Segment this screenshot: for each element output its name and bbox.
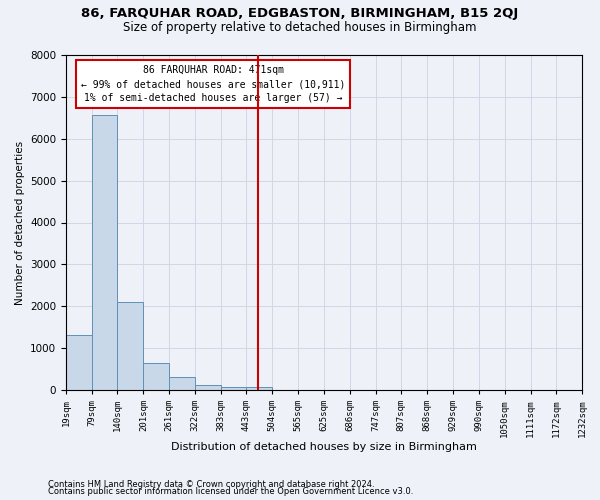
Bar <box>66 334 92 390</box>
Text: Contains HM Land Registry data © Crown copyright and database right 2024.: Contains HM Land Registry data © Crown c… <box>48 480 374 489</box>
X-axis label: Distribution of detached houses by size in Birmingham: Distribution of detached houses by size … <box>171 442 477 452</box>
Bar <box>92 116 118 390</box>
Bar <box>169 378 195 390</box>
Text: Contains public sector information licensed under the Open Government Licence v3: Contains public sector information licen… <box>48 488 413 496</box>
Text: 86 FARQUHAR ROAD: 471sqm
← 99% of detached houses are smaller (10,911)
1% of sem: 86 FARQUHAR ROAD: 471sqm ← 99% of detach… <box>81 65 345 103</box>
Bar <box>195 385 221 390</box>
Bar <box>143 363 169 390</box>
Y-axis label: Number of detached properties: Number of detached properties <box>14 140 25 304</box>
Text: 86, FARQUHAR ROAD, EDGBASTON, BIRMINGHAM, B15 2QJ: 86, FARQUHAR ROAD, EDGBASTON, BIRMINGHAM… <box>82 8 518 20</box>
Text: Size of property relative to detached houses in Birmingham: Size of property relative to detached ho… <box>123 21 477 34</box>
Bar <box>118 302 143 390</box>
Bar <box>221 386 247 390</box>
Bar <box>247 388 272 390</box>
